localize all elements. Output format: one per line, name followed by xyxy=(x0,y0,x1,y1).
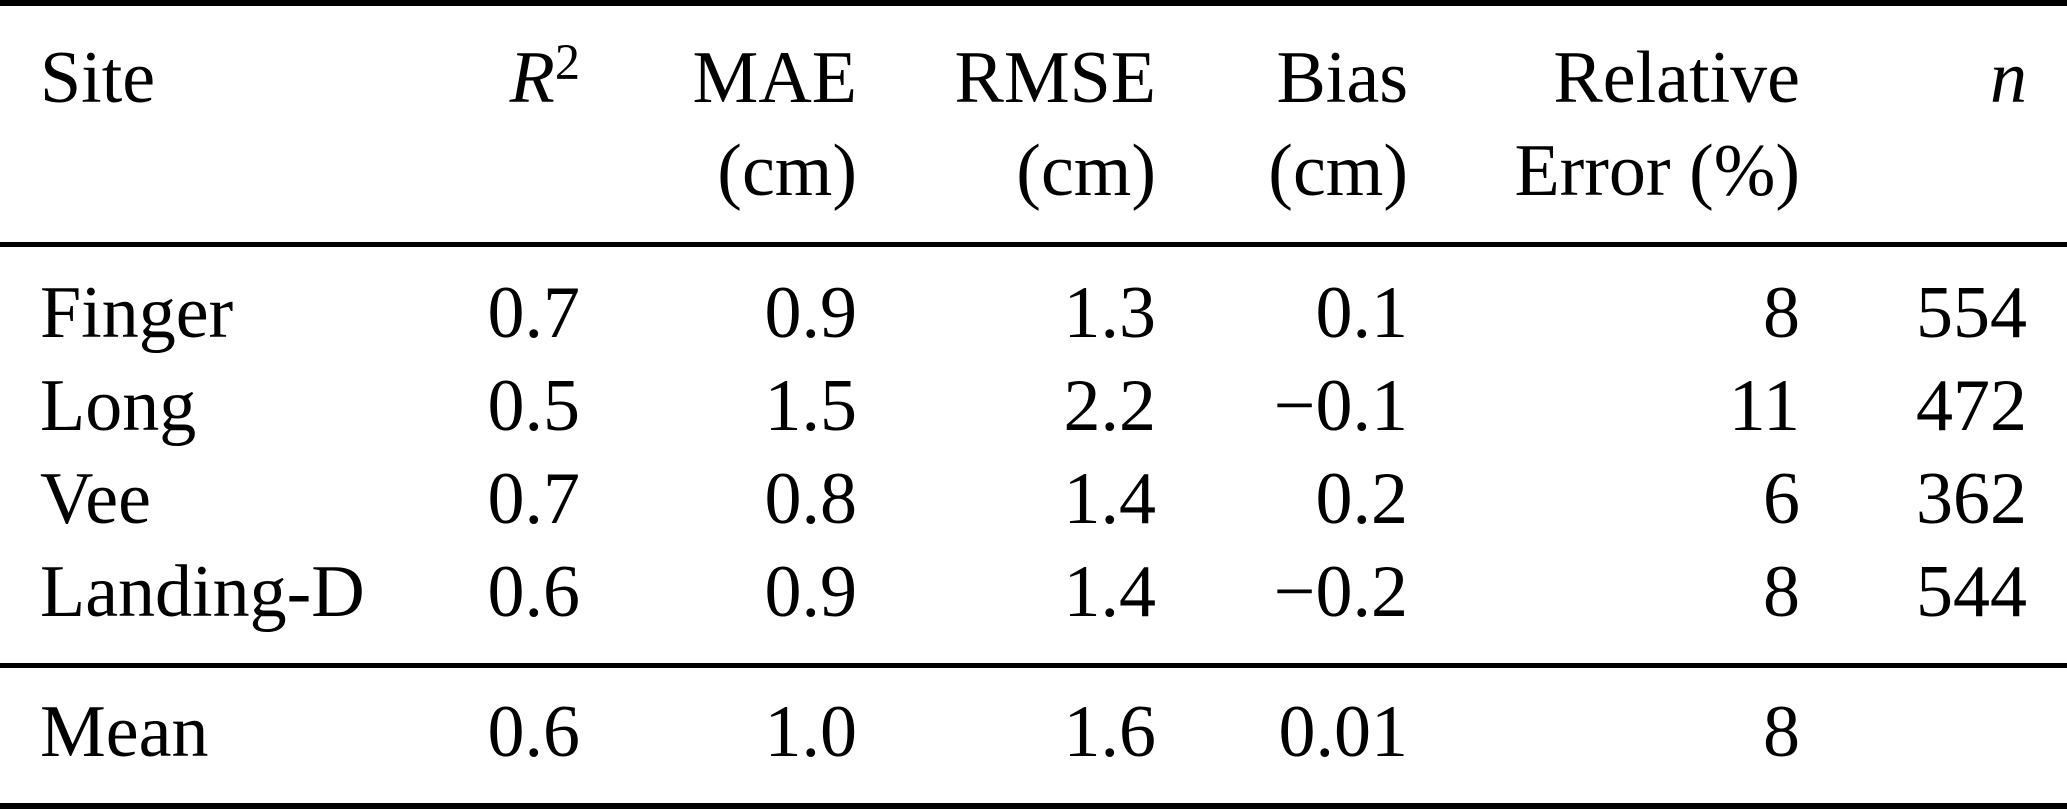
header-mae: MAE (cm) xyxy=(580,3,857,247)
header-relative-error: Relative Error (%) xyxy=(1408,3,1800,247)
cell-relative-error: 11 xyxy=(1728,365,1800,447)
table-row-long: Long 0.5 1.5 2.2 −0.1 11 472 xyxy=(0,360,2067,453)
header-rmse: RMSE (cm) xyxy=(857,3,1156,247)
header-bias-unit: (cm) xyxy=(1268,130,1408,212)
cell-site: Landing-D xyxy=(40,551,365,633)
header-bias: Bias (cm) xyxy=(1156,3,1408,247)
header-relative-error-unit: Error (%) xyxy=(1514,130,1800,212)
table-body: Finger 0.7 0.9 1.3 0.1 8 554 Long 0.5 1.… xyxy=(0,245,2067,666)
cell-bias: 0.01 xyxy=(1156,663,1408,806)
cell-rmse: 1.6 xyxy=(857,663,1156,806)
header-n: n xyxy=(1800,3,2067,247)
cell-bias: −0.2 xyxy=(1273,551,1408,633)
cell-r-squared: 0.6 xyxy=(420,663,580,806)
cell-mae: 1.5 xyxy=(764,365,858,447)
cell-bias: 0.1 xyxy=(1315,272,1409,354)
cell-site: Vee xyxy=(40,458,151,540)
cell-r-squared: 0.7 xyxy=(487,458,581,540)
header-r-squared-base: R xyxy=(509,37,555,119)
table-row-landing-d: Landing-D 0.6 0.9 1.4 −0.2 8 544 xyxy=(0,546,2067,666)
cell-relative-error: 8 xyxy=(1763,551,1800,633)
header-site: Site xyxy=(0,3,420,247)
cell-r-squared: 0.5 xyxy=(487,365,581,447)
header-r-squared: R2 xyxy=(420,3,580,247)
cell-r-squared: 0.6 xyxy=(487,551,581,633)
cell-n: 544 xyxy=(1916,551,2027,633)
cell-site: Finger xyxy=(40,272,234,354)
cell-n: 554 xyxy=(1916,272,2027,354)
header-mae-unit: (cm) xyxy=(717,130,857,212)
cell-rmse: 1.4 xyxy=(1063,551,1157,633)
cell-site: Long xyxy=(40,365,197,447)
cell-n xyxy=(1800,663,2067,806)
cell-relative-error: 8 xyxy=(1408,663,1800,806)
header-relative-error-label: Relative xyxy=(1553,37,1800,119)
header-site-label: Site xyxy=(40,37,156,119)
cell-mae: 1.0 xyxy=(580,663,857,806)
header-rmse-label: RMSE xyxy=(954,37,1156,119)
cell-relative-error: 6 xyxy=(1763,458,1800,540)
cell-bias: 0.2 xyxy=(1315,458,1409,540)
summary-row-mean: Mean 0.6 1.0 1.6 0.01 8 xyxy=(0,663,2067,806)
cell-n: 472 xyxy=(1916,365,2027,447)
cell-mae: 0.9 xyxy=(764,272,858,354)
cell-relative-error: 8 xyxy=(1763,272,1800,354)
cell-mae: 0.9 xyxy=(764,551,858,633)
table-header-row: Site R2 MAE (cm) RMSE (cm) Bias (cm) xyxy=(0,3,2067,247)
cell-site: Mean xyxy=(0,663,420,806)
cell-n: 362 xyxy=(1916,458,2027,540)
cell-rmse: 2.2 xyxy=(1063,365,1157,447)
cell-mae: 0.8 xyxy=(764,458,858,540)
cell-r-squared: 0.7 xyxy=(487,272,581,354)
header-bias-label: Bias xyxy=(1276,37,1408,119)
table-summary: Mean 0.6 1.0 1.6 0.01 8 xyxy=(0,663,2067,806)
cell-rmse: 1.3 xyxy=(1063,272,1157,354)
header-rmse-unit: (cm) xyxy=(1016,130,1156,212)
cell-rmse: 1.4 xyxy=(1063,458,1157,540)
header-r-squared-sup: 2 xyxy=(554,34,580,91)
table-row-vee: Vee 0.7 0.8 1.4 0.2 6 362 xyxy=(0,453,2067,546)
cell-bias: −0.1 xyxy=(1273,365,1408,447)
header-mae-label: MAE xyxy=(692,37,857,119)
table-row-finger: Finger 0.7 0.9 1.3 0.1 8 554 xyxy=(0,245,2067,361)
header-n-label: n xyxy=(1990,37,2027,119)
